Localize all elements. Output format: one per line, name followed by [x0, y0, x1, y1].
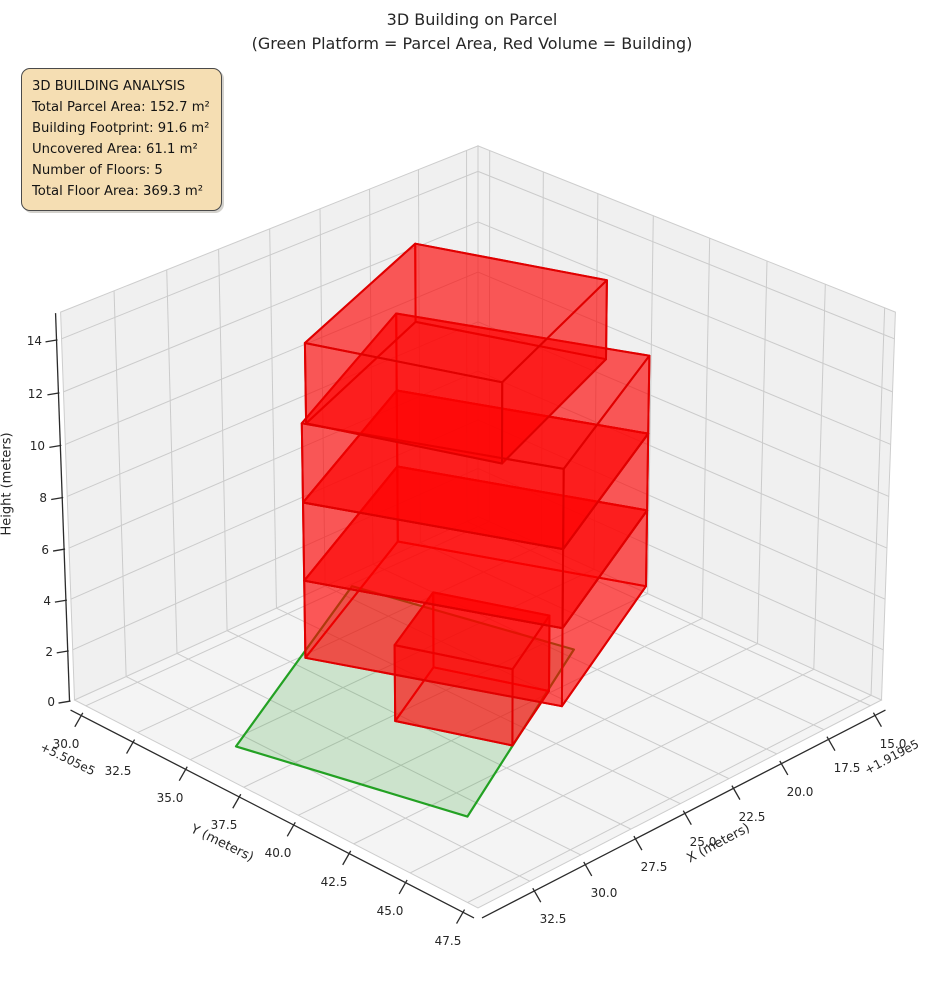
- y-gridline-wall: [701, 238, 711, 619]
- info-box-line-parcel-area: Total Parcel Area: 152.7 m²: [32, 100, 210, 115]
- z-tick-mark: [51, 496, 64, 501]
- y-axis-spine: [70, 709, 475, 919]
- z-gridline-wall-right: [477, 419, 886, 600]
- z-gridline-wall-right: [477, 321, 889, 497]
- z-gridline-wall-left: [70, 419, 479, 600]
- z-gridline-wall-right: [477, 271, 891, 445]
- z-gridline-wall-right: [477, 370, 888, 549]
- y-gridline-floor: [353, 643, 758, 845]
- y-gridline-wall: [870, 307, 886, 696]
- x-gridline-wall: [319, 208, 326, 587]
- y-tick-mark: [232, 793, 242, 809]
- y-tick-mark: [342, 850, 352, 866]
- floor-5-wall-face: [303, 342, 504, 465]
- info-box-title: 3D BUILDING ANALYSIS: [32, 79, 186, 94]
- y-gridline-floor: [243, 593, 648, 788]
- z-tick-mark: [58, 700, 71, 704]
- x-gridline-wall: [166, 269, 178, 654]
- z-gridline-wall-left: [67, 321, 479, 497]
- parcel-platform: [234, 585, 576, 818]
- z-tick-mark: [54, 599, 68, 603]
- x-tick-mark: [779, 760, 789, 776]
- info-box-line-floors: Number of Floors: 5: [32, 163, 163, 178]
- y-gridline-wall: [757, 260, 768, 644]
- x-gridline-floor: [176, 652, 581, 856]
- z-tick-mark: [56, 650, 69, 654]
- y-tick-mark: [178, 766, 188, 781]
- z-tick-mark: [49, 444, 62, 449]
- chart-title-block: 3D Building on Parcel (Green Platform = …: [0, 8, 944, 56]
- y-tick-mark: [74, 712, 84, 728]
- x-tick-mark: [872, 712, 882, 728]
- floor-4-wall-face: [300, 422, 565, 551]
- chart-subtitle: (Green Platform = Parcel Area, Red Volum…: [251, 34, 693, 53]
- z-gridline-wall-left: [68, 370, 479, 549]
- z-gridline-wall-right: [477, 170, 895, 340]
- x-tick-mark: [731, 785, 741, 800]
- info-box-line-floor-area: Total Floor Area: 369.3 m²: [32, 184, 204, 199]
- y-tick-mark: [126, 739, 136, 754]
- z-axis-spine: [54, 313, 71, 702]
- info-box-line-uncovered: Uncovered Area: 61.1 m²: [32, 142, 198, 157]
- x-tick-mark: [682, 810, 692, 826]
- x-gridline-wall: [369, 189, 374, 565]
- y-gridline-floor: [298, 617, 703, 816]
- z-gridline-wall-left: [61, 170, 479, 340]
- y-tick-mark: [286, 821, 296, 837]
- x-tick-mark: [826, 736, 836, 751]
- z-gridline-wall-right: [477, 467, 884, 651]
- x-tick-mark: [532, 887, 542, 903]
- x-axis-spine: [481, 709, 886, 919]
- y-gridline-floor: [190, 568, 595, 761]
- x-tick-mark: [583, 861, 593, 877]
- z-gridline-wall-left: [65, 271, 479, 445]
- info-box-line-footprint: Building Footprint: 91.6 m²: [32, 121, 210, 136]
- y-gridline-floor: [85, 521, 490, 707]
- z-gridline-wall-right: [477, 221, 893, 393]
- y-gridline-floor: [467, 694, 872, 903]
- z-tick-mark: [45, 339, 58, 343]
- x-gridline-floor: [125, 676, 531, 882]
- y-gridline-floor: [409, 668, 815, 874]
- pane-wall-right: [477, 145, 896, 701]
- z-tick-mark: [52, 548, 66, 552]
- floor-1-wall-face: [393, 644, 514, 747]
- analysis-info-box: 3D BUILDING ANALYSIS Total Parcel Area: …: [21, 68, 222, 211]
- z-axis-label: Height (meters): [0, 432, 15, 536]
- y-tick-mark: [455, 909, 466, 924]
- z-tick-mark: [47, 392, 60, 396]
- y-gridline-wall: [540, 171, 544, 546]
- x-gridline-wall: [269, 228, 277, 609]
- x-gridline-wall: [218, 249, 228, 631]
- x-gridline-wall: [417, 169, 421, 543]
- x-tick-mark: [633, 835, 643, 851]
- chart-title: 3D Building on Parcel: [386, 10, 558, 29]
- y-tick-mark: [398, 879, 408, 895]
- z-gridline-wall-left: [72, 467, 479, 651]
- x-gridline-wall: [113, 290, 127, 677]
- y-gridline-floor: [137, 544, 542, 733]
- y-gridline-wall: [647, 215, 654, 594]
- y-gridline-wall: [813, 284, 826, 670]
